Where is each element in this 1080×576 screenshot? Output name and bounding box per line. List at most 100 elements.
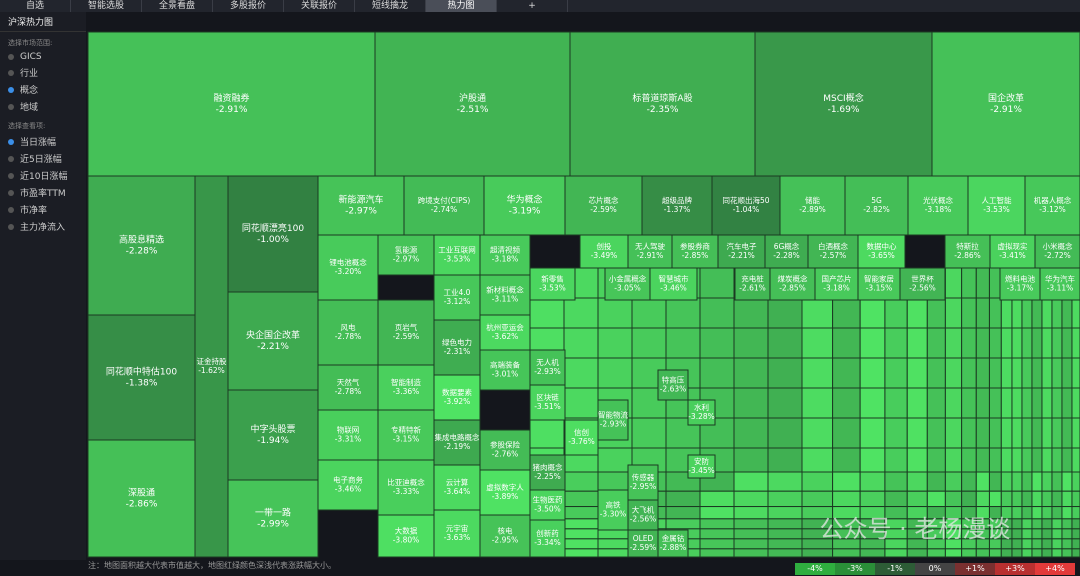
tile[interactable]	[641, 175, 713, 236]
tile[interactable]	[649, 267, 698, 301]
tile[interactable]	[227, 175, 319, 293]
tab[interactable]: 全景看盘	[142, 0, 213, 12]
option[interactable]: 市净率	[0, 201, 86, 218]
tile[interactable]	[814, 267, 859, 301]
tile[interactable]	[87, 31, 376, 177]
tile[interactable]	[989, 234, 1036, 269]
tile[interactable]	[479, 349, 531, 391]
tile-cell	[832, 471, 861, 492]
tile[interactable]	[227, 479, 319, 558]
tile[interactable]	[529, 267, 576, 301]
tile[interactable]	[377, 459, 435, 516]
option[interactable]: GICS	[0, 50, 86, 64]
tile-change: -3.49%	[591, 251, 618, 260]
tile-cell	[1011, 471, 1023, 492]
option[interactable]: 当日涨幅	[0, 133, 86, 150]
tile-name: 储能	[805, 195, 820, 205]
tile[interactable]	[377, 364, 435, 411]
tile[interactable]	[317, 364, 379, 411]
tile-cell	[1071, 471, 1080, 492]
tile[interactable]	[931, 31, 1080, 177]
tile[interactable]	[687, 399, 716, 426]
tile[interactable]	[857, 267, 901, 301]
tile-cell	[597, 297, 633, 329]
tile[interactable]	[317, 409, 379, 461]
option[interactable]: 近10日涨幅	[0, 167, 86, 184]
tile[interactable]	[657, 529, 689, 558]
tile[interactable]	[483, 175, 566, 236]
option[interactable]: 概念	[0, 81, 86, 98]
tile[interactable]	[597, 489, 629, 531]
tile-cell	[832, 490, 861, 508]
option[interactable]: 近5日涨幅	[0, 150, 86, 167]
tile[interactable]	[377, 409, 435, 461]
tile[interactable]	[844, 175, 909, 236]
tile[interactable]	[597, 399, 629, 441]
tile[interactable]	[999, 267, 1041, 301]
tile-cell	[975, 548, 990, 558]
tile[interactable]	[227, 291, 319, 391]
tile[interactable]	[1039, 267, 1080, 301]
tile[interactable]	[899, 267, 946, 301]
tab[interactable]: 自选	[0, 0, 71, 12]
tile[interactable]	[433, 509, 481, 558]
tile-name: 白酒概念	[818, 241, 848, 251]
tile-cell	[1021, 506, 1033, 520]
tile[interactable]	[479, 429, 531, 471]
tab[interactable]: 关联报价	[284, 0, 355, 12]
tile[interactable]	[717, 234, 766, 269]
tile[interactable]	[317, 459, 379, 511]
tile-cell	[1051, 528, 1063, 540]
tile[interactable]	[374, 31, 571, 177]
tile-cell	[1021, 387, 1033, 419]
tab[interactable]: 热力图	[426, 0, 497, 12]
tile-cell	[1031, 538, 1043, 550]
option[interactable]: 地域	[0, 98, 86, 115]
tile[interactable]	[433, 374, 481, 421]
radio	[8, 86, 14, 93]
tile[interactable]	[564, 175, 643, 236]
tile[interactable]	[317, 234, 379, 301]
tile[interactable]	[569, 31, 756, 177]
tab[interactable]: 多股报价	[213, 0, 284, 12]
tab[interactable]: +	[497, 0, 568, 12]
tile[interactable]	[377, 299, 435, 366]
option[interactable]: 行业	[0, 64, 86, 81]
tile[interactable]	[779, 175, 846, 236]
tile[interactable]	[529, 489, 566, 521]
tile[interactable]	[734, 267, 771, 301]
tile-cell	[1051, 518, 1063, 530]
tile[interactable]	[657, 369, 689, 401]
tile[interactable]	[907, 175, 969, 236]
tab[interactable]: 短线擒龙	[355, 0, 426, 12]
tile[interactable]	[377, 234, 435, 276]
option[interactable]: 主力净流入	[0, 218, 86, 235]
tile[interactable]	[857, 234, 906, 269]
tile[interactable]	[479, 514, 531, 558]
tile[interactable]	[317, 299, 379, 366]
tile[interactable]	[687, 454, 716, 479]
tile-cell	[944, 267, 963, 299]
tile[interactable]	[433, 234, 481, 276]
tile[interactable]	[1034, 234, 1080, 269]
option[interactable]: 市盈率TTM	[0, 184, 86, 201]
tile[interactable]	[479, 234, 531, 276]
tile[interactable]	[529, 454, 566, 491]
tile[interactable]	[604, 267, 651, 301]
tile[interactable]	[769, 267, 816, 301]
tile[interactable]	[529, 384, 566, 421]
tile[interactable]	[87, 439, 196, 558]
tile[interactable]	[529, 519, 566, 558]
tile[interactable]	[479, 469, 531, 516]
tile[interactable]	[194, 175, 229, 558]
tile[interactable]	[479, 274, 531, 316]
tile[interactable]	[579, 234, 629, 269]
tile[interactable]	[627, 499, 659, 531]
tile[interactable]	[433, 319, 481, 376]
tile[interactable]	[87, 175, 196, 316]
tile-change: -1.37%	[664, 205, 691, 214]
tile[interactable]	[87, 314, 196, 441]
tab[interactable]: 智能选股	[71, 0, 142, 12]
tile-cell	[884, 417, 908, 449]
tile[interactable]	[807, 234, 859, 269]
